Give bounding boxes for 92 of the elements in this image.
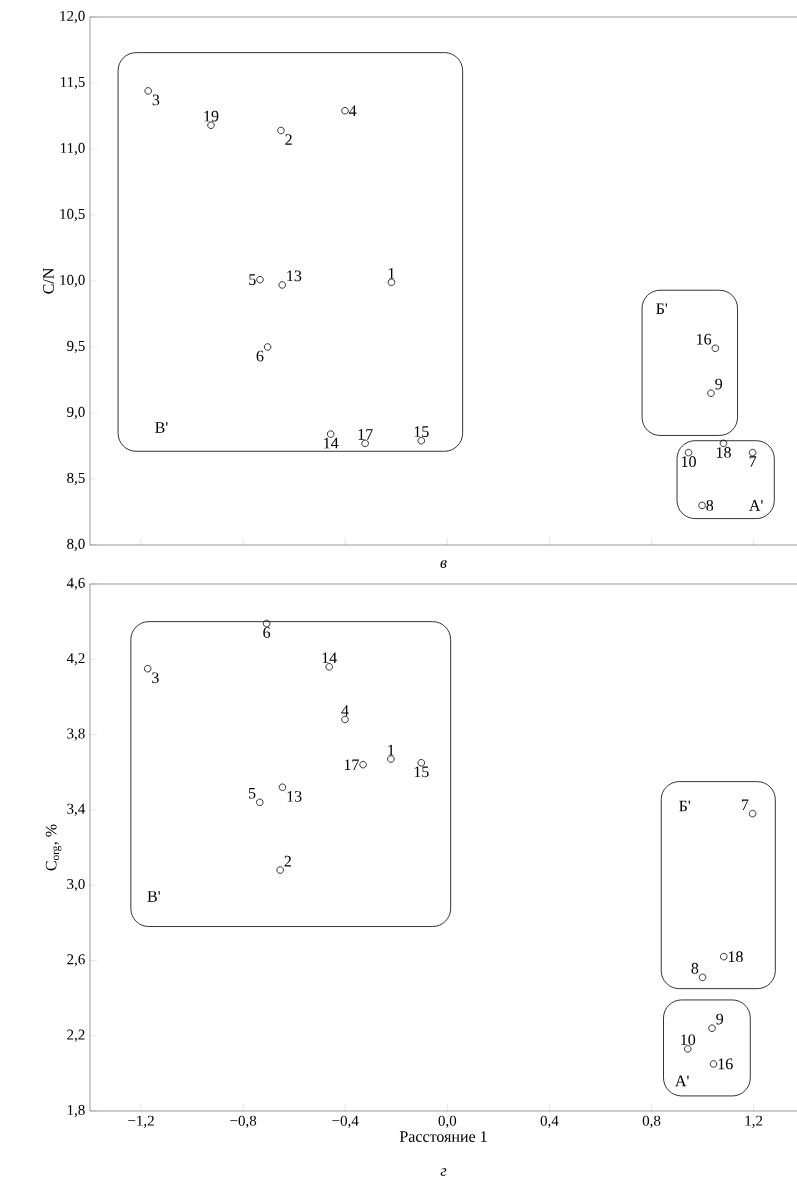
legend-label: 8	[706, 499, 714, 511]
y-axis-title: C/N	[43, 268, 54, 294]
point	[325, 663, 333, 671]
annotation: В'	[155, 422, 168, 433]
y-tick-label: 3,4	[67, 803, 86, 816]
y-tick-label: 8,0	[67, 538, 85, 552]
series-label: 10	[681, 456, 696, 468]
point	[698, 501, 706, 510]
y-tick-label: 10,0	[60, 274, 85, 288]
legend-label: 8	[691, 962, 699, 974]
point	[276, 866, 284, 874]
x-tick-label: −1,2	[128, 1115, 154, 1128]
series-label: 4	[341, 705, 349, 716]
point	[387, 278, 396, 287]
series-label: 15	[414, 766, 429, 778]
series-label: 5	[249, 274, 256, 285]
x-tick-label: −0,4	[332, 1115, 359, 1128]
point	[143, 664, 152, 673]
annotation: Б'	[679, 800, 691, 812]
text: г	[440, 1168, 447, 1176]
annotation: В'	[147, 891, 160, 902]
point	[256, 798, 264, 807]
y-tick-label: 8,5	[67, 472, 85, 486]
series-label: 17	[344, 759, 359, 770]
point	[341, 107, 349, 115]
annotation: Б'	[656, 303, 668, 314]
series-label: 7	[749, 456, 757, 467]
annotation: А'	[675, 1075, 689, 1087]
point	[144, 87, 152, 95]
series-label: 5	[248, 787, 256, 799]
y-tick-label: 12,0	[60, 10, 85, 24]
series-label: 16	[697, 333, 712, 345]
series-label: 13	[287, 790, 302, 802]
point	[748, 809, 757, 818]
y-tick-label: 3,0	[67, 879, 85, 892]
y-tick-label: 4,2	[66, 653, 85, 666]
y-tick-label: 11,5	[60, 76, 85, 90]
point	[387, 755, 395, 763]
annotation: А'	[749, 500, 763, 511]
y-tick-label: 2,2	[67, 1029, 85, 1042]
x-axis-title: Расстояние 1	[399, 1131, 487, 1142]
series-label: 13	[287, 270, 302, 282]
series-label: 9	[716, 1013, 724, 1025]
series-label: 2	[284, 855, 291, 867]
y-tick-label: 4,6	[66, 577, 85, 591]
point	[711, 344, 720, 353]
point	[708, 1024, 716, 1032]
series-label: 3	[152, 672, 159, 684]
y-tick-label: 11,0	[60, 142, 85, 156]
point	[707, 389, 715, 397]
series-label: 19	[204, 110, 219, 122]
y-axis-title: C$_{org}$, %	[45, 824, 62, 871]
x-tick-label: 0,4	[540, 1115, 559, 1128]
x-tick-label: 0,0	[438, 1115, 457, 1128]
text: в	[440, 560, 447, 568]
series-label: 4	[348, 105, 357, 116]
point	[278, 281, 286, 289]
series-label: 17	[358, 429, 373, 440]
series-label: 16	[718, 1058, 733, 1070]
point	[256, 275, 264, 284]
series-label: 18	[728, 951, 743, 963]
point	[417, 437, 425, 445]
x-tick-label: 0,8	[642, 1115, 661, 1128]
point	[359, 760, 367, 769]
y-tick-label: 2,6	[67, 954, 85, 967]
series-label: 6	[263, 627, 271, 638]
y-tick-label: 10,5	[60, 208, 85, 222]
y-tick-label: 3,8	[67, 728, 85, 741]
point	[263, 343, 272, 351]
point	[277, 126, 285, 135]
series-label: 6	[256, 350, 264, 362]
series-label: 18	[716, 447, 731, 458]
x-tick-label: 1,2	[745, 1115, 763, 1128]
series-label: 9	[715, 378, 723, 390]
y-tick-label: 9,5	[67, 340, 85, 354]
y-tick-label: 9,0	[67, 406, 85, 420]
series-label: 14	[322, 652, 337, 664]
point	[748, 448, 757, 457]
series-label: 15	[414, 426, 429, 438]
x-tick-label: −0,8	[230, 1115, 257, 1128]
series-label: 10	[681, 1034, 696, 1046]
point	[720, 952, 728, 961]
series-label: 1	[388, 744, 394, 756]
series-label: 7	[741, 799, 749, 810]
series-label: 1	[388, 268, 395, 279]
y-tick-label: 1,8	[67, 1104, 85, 1118]
series-label: 3	[152, 94, 160, 106]
series-label: 2	[285, 134, 292, 145]
point	[709, 1060, 718, 1068]
series-label: 14	[324, 437, 339, 449]
point	[698, 973, 707, 982]
point	[278, 783, 287, 791]
